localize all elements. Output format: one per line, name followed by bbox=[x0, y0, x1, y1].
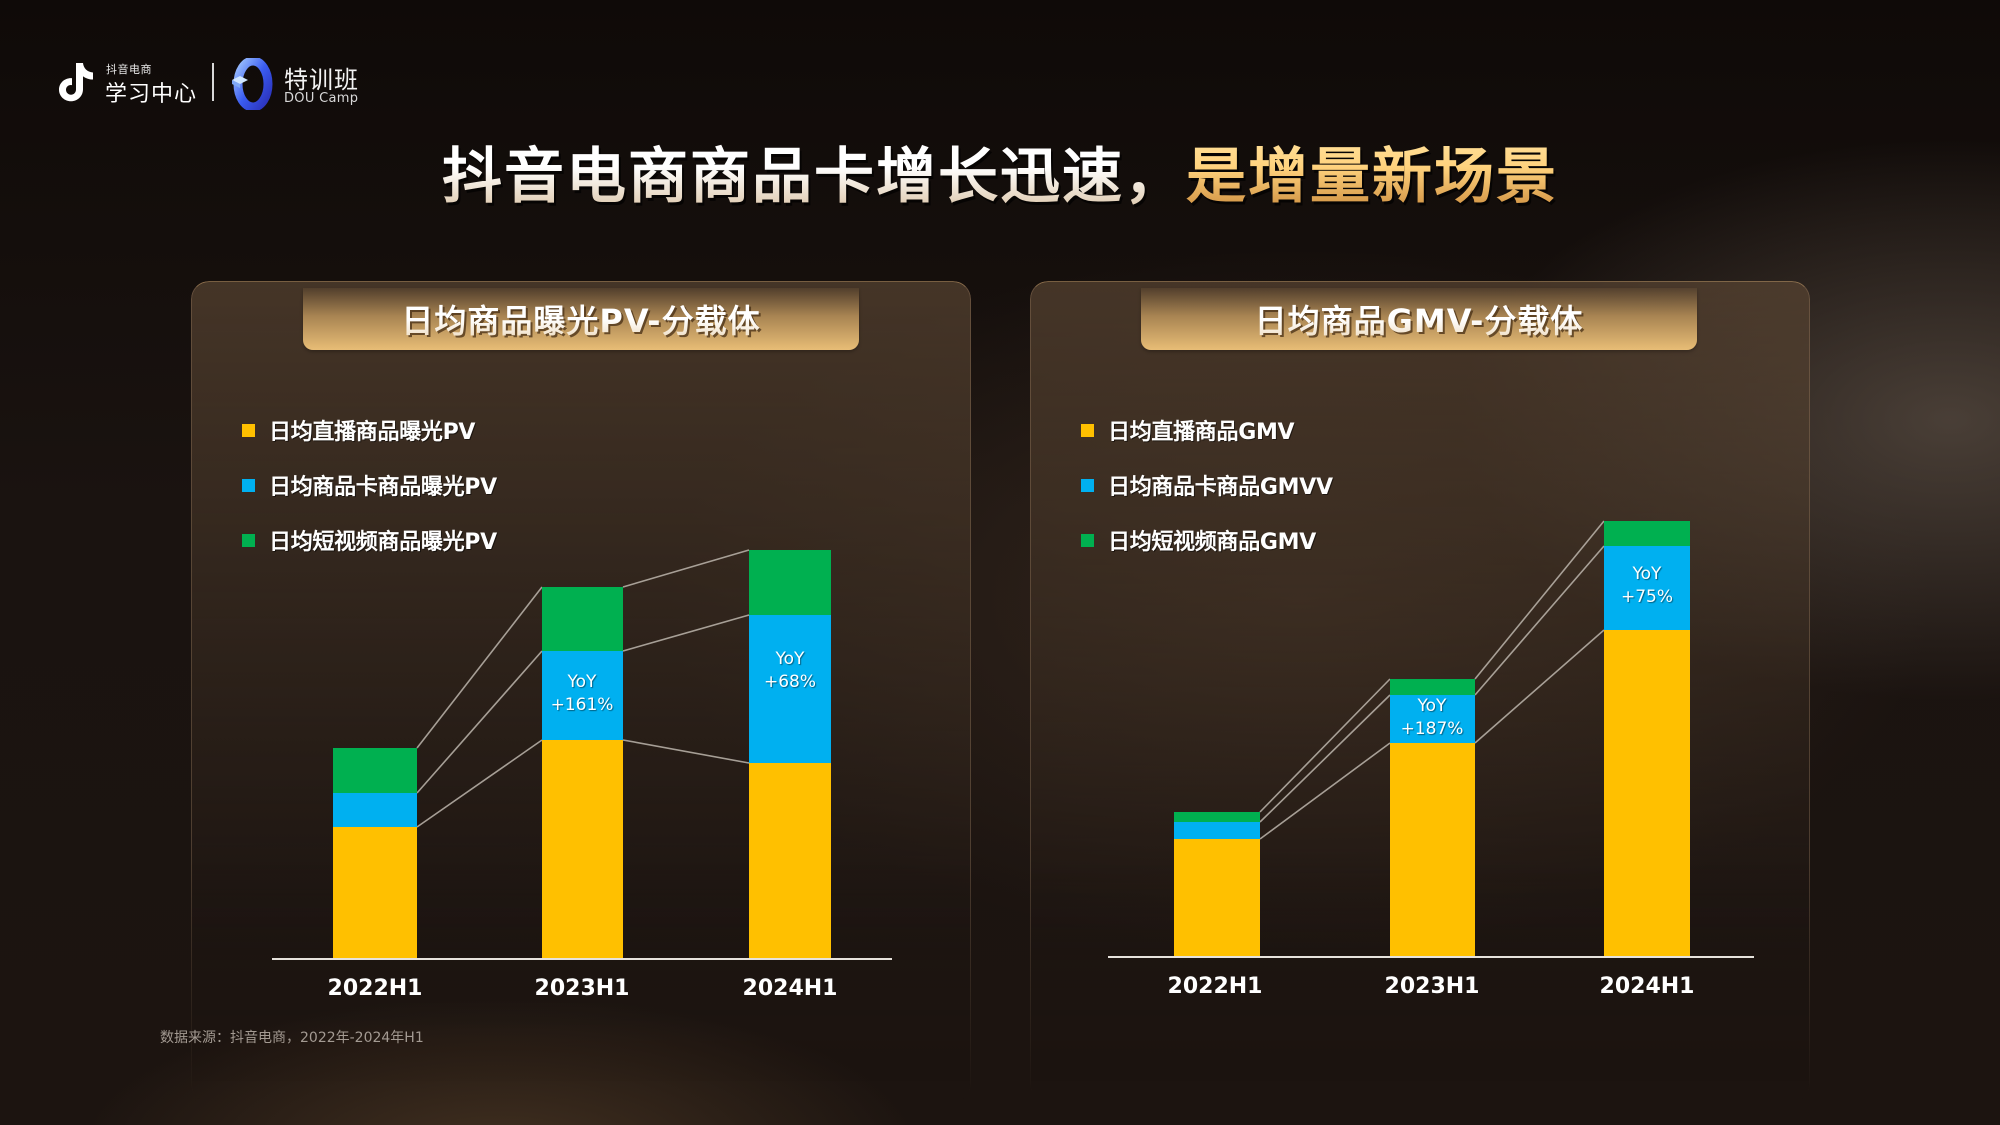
yoy-value: +161% bbox=[550, 695, 614, 715]
legend-item-card-gmv: 日均商品卡商品GMVV bbox=[1081, 470, 1333, 500]
chart-title-gmv: 日均商品GMV-分载体 bbox=[1255, 296, 1584, 342]
brand-small-text: 抖音电商 bbox=[106, 63, 152, 76]
page-title: 抖音电商商品卡增长迅速，是增量新场景 bbox=[0, 128, 2000, 215]
camp-name-en: DOU Camp bbox=[284, 91, 359, 106]
legend-swatch-card bbox=[242, 478, 255, 492]
legend-label: 日均短视频商品曝光PV bbox=[269, 530, 497, 555]
legend-swatch-card bbox=[1081, 478, 1094, 492]
legend-swatch-live bbox=[1081, 423, 1094, 437]
yoy-label: YoY bbox=[1632, 564, 1662, 584]
legend-label: 日均短视频商品GMV bbox=[1108, 530, 1316, 555]
legend-label: 日均商品卡商品GMVV bbox=[1108, 475, 1333, 500]
chart-title-pv: 日均商品曝光PV-分载体 bbox=[401, 296, 760, 342]
yoy-annotation: YoY +68% bbox=[745, 648, 835, 694]
yoy-value: +68% bbox=[763, 672, 817, 692]
x-axis-label: 2024H1 bbox=[1599, 974, 1695, 999]
douyin-logo-icon bbox=[59, 63, 93, 102]
yoy-label: YoY bbox=[567, 672, 597, 692]
yoy-value: +187% bbox=[1400, 719, 1464, 739]
legend-label: 日均商品卡商品曝光PV bbox=[269, 475, 497, 500]
yoy-annotation: YoY +75% bbox=[1602, 563, 1692, 609]
x-axis-label: 2022H1 bbox=[327, 976, 423, 1001]
yoy-annotation: YoY +161% bbox=[537, 671, 627, 717]
camp-name-cn: 特训班 bbox=[284, 66, 359, 94]
legend-label: 日均直播商品曝光PV bbox=[269, 420, 476, 445]
legend-item-live-gmv: 日均直播商品GMV bbox=[1081, 415, 1295, 445]
title-highlight: 是增量新场景 bbox=[1186, 128, 1558, 215]
yoy-label: YoY bbox=[1417, 696, 1447, 716]
chart-header-gmv: 日均商品GMV-分载体 bbox=[1141, 288, 1697, 350]
title-main: 抖音电商商品卡增长迅速， bbox=[442, 128, 1186, 215]
data-source-note: 数据来源：抖音电商，2022年-2024年H1 bbox=[160, 1030, 424, 1046]
x-axis-label: 2023H1 bbox=[534, 976, 630, 1001]
logo-divider bbox=[212, 63, 214, 101]
dou-camp-logo-icon bbox=[232, 58, 273, 110]
chart-header-pv: 日均商品曝光PV-分载体 bbox=[303, 288, 859, 350]
legend-item-card-pv: 日均商品卡商品曝光PV bbox=[242, 470, 497, 500]
legend-label: 日均直播商品GMV bbox=[1108, 420, 1295, 445]
brand-name: 学习中心 bbox=[105, 82, 198, 107]
legend-swatch-video bbox=[242, 533, 255, 547]
legend-item-live-pv: 日均直播商品曝光PV bbox=[242, 415, 475, 445]
legend-item-video-pv: 日均短视频商品曝光PV bbox=[242, 525, 497, 555]
legend-item-video-gmv: 日均短视频商品GMV bbox=[1081, 525, 1316, 555]
legend-swatch-live bbox=[242, 423, 255, 437]
yoy-annotation: YoY +187% bbox=[1387, 695, 1477, 741]
yoy-value: +75% bbox=[1620, 587, 1674, 607]
x-axis-label: 2024H1 bbox=[742, 976, 838, 1001]
yoy-label: YoY bbox=[775, 649, 805, 669]
legend-swatch-video bbox=[1081, 533, 1094, 547]
x-axis-label: 2023H1 bbox=[1384, 974, 1480, 999]
x-axis-label: 2022H1 bbox=[1167, 974, 1263, 999]
